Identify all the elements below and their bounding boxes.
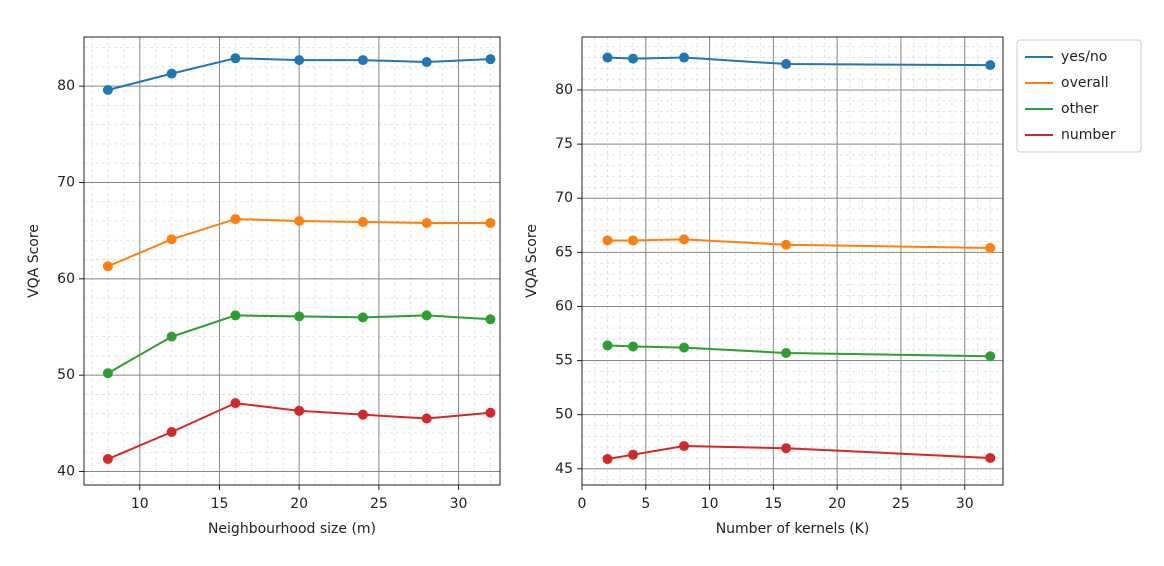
legend-label: overall [1061, 75, 1109, 91]
point [166, 234, 177, 245]
x-tick-label: 0 [578, 496, 587, 512]
point [485, 54, 496, 65]
legend-label: number [1061, 127, 1116, 143]
point [679, 441, 690, 452]
x-tick-label: 30 [450, 496, 468, 512]
plot-frame [581, 36, 1004, 486]
y-tick-label: 55 [555, 353, 573, 369]
point [294, 405, 305, 416]
point [166, 331, 177, 342]
point [485, 407, 496, 418]
point [628, 235, 639, 246]
point [781, 347, 792, 358]
point [985, 60, 996, 71]
legend-label: other [1061, 101, 1099, 117]
y-tick-label: 70 [57, 174, 75, 190]
point [602, 52, 613, 63]
point [102, 368, 113, 379]
y-tick-label: 75 [555, 136, 573, 152]
point [102, 84, 113, 95]
y-axis-label: VQA Score [524, 224, 540, 298]
point [602, 454, 613, 465]
point [602, 340, 613, 351]
point [230, 310, 241, 321]
point [294, 216, 305, 227]
point [357, 312, 368, 323]
x-tick-label: 15 [211, 496, 229, 512]
x-axis-label: Number of kernels (K) [716, 521, 870, 537]
point [781, 59, 792, 70]
point [485, 314, 496, 325]
y-tick-label: 65 [555, 244, 573, 260]
y-tick-label: 60 [57, 271, 75, 287]
y-tick-label: 50 [57, 367, 75, 383]
x-tick-label: 10 [701, 496, 719, 512]
point [628, 341, 639, 352]
point [166, 68, 177, 79]
point [102, 453, 113, 464]
point [421, 310, 432, 321]
point [294, 311, 305, 322]
point [357, 216, 368, 227]
point [230, 398, 241, 409]
point [602, 235, 613, 246]
point [166, 427, 177, 438]
point [230, 53, 241, 64]
point [679, 234, 690, 245]
point [294, 55, 305, 66]
x-tick-label: 20 [290, 496, 308, 512]
y-tick-label: 60 [555, 298, 573, 314]
y-tick-label: 50 [555, 407, 573, 423]
point [985, 351, 996, 362]
x-tick-label: 25 [370, 496, 388, 512]
y-tick-label: 45 [555, 461, 573, 477]
x-tick-label: 20 [828, 496, 846, 512]
point [230, 214, 241, 225]
x-tick-label: 15 [764, 496, 782, 512]
y-axis-label: VQA Score [26, 224, 42, 298]
point [781, 443, 792, 454]
legend-box [1016, 39, 1142, 153]
point [357, 55, 368, 66]
point [985, 243, 996, 254]
point [628, 449, 639, 460]
point [679, 342, 690, 353]
x-tick-label: 5 [641, 496, 650, 512]
plot-frame [83, 36, 501, 486]
legend-label: yes/no [1061, 49, 1107, 65]
y-tick-label: 80 [555, 82, 573, 98]
x-tick-label: 30 [956, 496, 974, 512]
y-tick-label: 40 [57, 464, 75, 480]
point [679, 52, 690, 63]
point [421, 57, 432, 68]
point [421, 413, 432, 424]
point [357, 409, 368, 420]
x-tick-label: 25 [892, 496, 910, 512]
point [985, 452, 996, 463]
y-tick-label: 70 [555, 190, 573, 206]
point [485, 217, 496, 228]
point [102, 261, 113, 272]
x-axis-label: Neighbourhood size (m) [208, 521, 376, 537]
point [421, 217, 432, 228]
y-tick-label: 80 [57, 78, 75, 94]
point [781, 239, 792, 250]
point [628, 53, 639, 64]
x-tick-label: 10 [131, 496, 149, 512]
